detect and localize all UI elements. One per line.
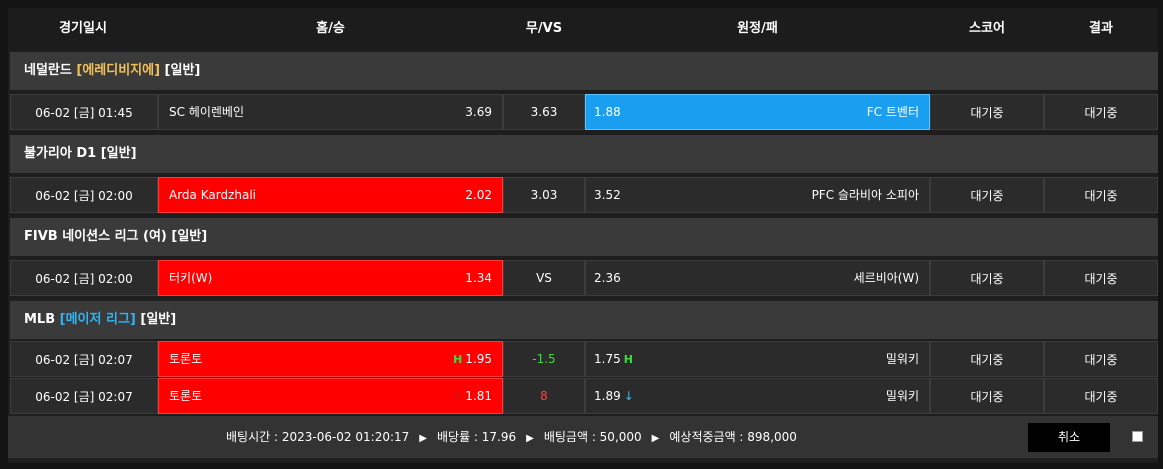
handicap-icon: H [623, 353, 633, 366]
home-pick-selected[interactable]: Arda Kardzhali 2.02 [158, 177, 503, 213]
league-name: 불가리아 D1 [일반] [24, 146, 137, 161]
result-status: 대기중 [1044, 94, 1158, 130]
match-row: 06-02 [금] 02:00 터키(W) 1.34 VS 2.36 세르비아(… [8, 260, 1158, 296]
bet-amount: 배팅금액 : 50,000 [543, 430, 642, 444]
play-arrow-icon: ▶ [651, 433, 660, 444]
match-row: 06-02 [금] 02:00 Arda Kardzhali 2.02 3.03… [8, 177, 1158, 213]
draw-pick[interactable]: 3.63 [503, 94, 585, 130]
home-pick-selected[interactable]: 토론토 ↑ 1.81 [158, 378, 503, 414]
result-status: 대기중 [1044, 177, 1158, 213]
away-team: 밀워키 [885, 389, 919, 403]
match-date: 06-02 [금] 02:00 [10, 260, 158, 296]
home-pick-selected[interactable]: 터키(W) 1.34 [158, 260, 503, 296]
away-pick-selected[interactable]: 1.88 FC 트벤터 [585, 94, 930, 130]
result-status: 대기중 [1044, 378, 1158, 414]
home-odds: 1.81 [465, 389, 492, 403]
arrow-up-icon: ↑ [453, 390, 463, 403]
score-status: 대기중 [930, 94, 1044, 130]
match-row: 06-02 [금] 02:07 토론토 H 1.95 -1.5 1.75 H 밀워키… [8, 341, 1158, 377]
score-status: 대기중 [930, 341, 1044, 377]
expected-payout: 예상적중금액 : 898,000 [669, 430, 797, 444]
draw-pick[interactable]: 3.03 [503, 177, 585, 213]
bet-summary-bar: 배팅시간 : 2023-06-02 01:20:17 ▶ 배당률 : 17.96 ▶ 배… [8, 416, 1158, 458]
cancel-button[interactable]: 취소 [1028, 423, 1110, 452]
league-type: [일반] [160, 63, 201, 78]
league-name: 네덜란드 [24, 63, 77, 78]
league-tag: [메이저 리그] [59, 312, 136, 327]
home-pick-selected[interactable]: 토론토 H 1.95 [158, 341, 503, 377]
header-date: 경기일시 [59, 21, 107, 36]
draw-pick[interactable]: VS [503, 260, 585, 296]
draw-odds: VS [536, 271, 552, 285]
handicap-icon: H [453, 353, 463, 366]
match-row: 06-02 [금] 01:45 SC 헤이렌베인 3.69 3.63 1.88 … [8, 94, 1158, 130]
score-status: 대기중 [930, 378, 1044, 414]
league-header-eredivisie: 네덜란드 [에레디비지에] [일반] [10, 52, 1158, 90]
result-status: 대기중 [1044, 260, 1158, 296]
play-arrow-icon: ▶ [419, 433, 427, 444]
bet-summary: 배팅시간 : 2023-06-02 01:20:17 ▶ 배당률 : 17.96 ▶ 배… [226, 416, 797, 460]
draw-odds: 3.63 [530, 105, 558, 119]
play-arrow-icon: ▶ [526, 433, 534, 444]
header-draw: 무/VS [525, 21, 563, 36]
match-date: 06-02 [금] 02:00 [10, 177, 158, 213]
league-tag: [에레디비지에] [76, 63, 161, 78]
league-name: MLB [24, 312, 60, 327]
bet-slip-panel: 경기일시 홈/승 무/VS 원정/패 스코어 결과 네덜란드 [에레디비지에] … [8, 8, 1158, 463]
away-odds: 1.75 [594, 352, 621, 366]
home-team: 토론토 [169, 389, 203, 403]
home-team: 터키(W) [169, 271, 213, 285]
away-odds: 3.52 [594, 188, 621, 202]
header-away: 원정/패 [737, 21, 778, 36]
match-date: 06-02 [금] 02:07 [10, 378, 158, 414]
over-under-pick[interactable]: 8 [503, 378, 585, 414]
home-odds: 1.34 [465, 271, 492, 285]
header-score: 스코어 [969, 21, 1005, 36]
away-team: 밀워키 [885, 352, 919, 366]
table-header: 경기일시 홈/승 무/VS 원정/패 스코어 결과 [8, 8, 1158, 50]
home-odds: 2.02 [465, 188, 492, 202]
home-odds: 3.69 [465, 105, 492, 119]
home-odds: 1.95 [465, 352, 492, 366]
away-team: PFC 슬라비아 소피아 [811, 188, 919, 202]
draw-odds: 3.03 [530, 188, 558, 202]
match-row: 06-02 [금] 02:07 토론토 ↑ 1.81 8 1.89 ↓ 밀워키 대기… [8, 378, 1158, 414]
home-odds-wrap: H 1.95 [453, 342, 492, 377]
over-under-value: 8 [540, 389, 548, 403]
away-odds-wrap: 1.89 ↓ [594, 379, 634, 413]
home-team: SC 헤이렌베인 [169, 105, 245, 119]
away-team: 세르비아(W) [853, 271, 919, 285]
bet-odds: 배당률 : 17.96 [436, 430, 517, 444]
league-name: FIVB 네이션스 리그 (여) [일반] [24, 229, 208, 244]
result-status: 대기중 [1044, 341, 1158, 377]
handicap-value: -1.5 [532, 352, 556, 366]
home-odds-wrap: ↑ 1.81 [453, 379, 492, 414]
away-pick[interactable]: 1.89 ↓ 밀워키 [585, 378, 930, 414]
arrow-down-icon: ↓ [623, 389, 634, 403]
header-home: 홈/승 [316, 21, 345, 36]
league-header-fivb: FIVB 네이션스 리그 (여) [일반] [10, 218, 1158, 256]
away-odds: 1.89 [594, 389, 621, 403]
away-pick[interactable]: 1.75 H 밀워키 [585, 341, 930, 377]
away-team: FC 트벤터 [866, 105, 919, 119]
select-checkbox[interactable] [1132, 431, 1143, 442]
league-type: [일반] [135, 312, 177, 327]
league-header-mlb: MLB [메이저 리그] [일반] [10, 301, 1158, 339]
bet-time: 배팅시간 : 2023-06-02 01:20:17 [226, 430, 410, 444]
home-team: 토론토 [169, 352, 203, 366]
away-odds-wrap: 1.75 H [594, 342, 633, 377]
home-pick[interactable]: SC 헤이렌베인 3.69 [158, 94, 503, 130]
away-odds: 2.36 [594, 271, 621, 285]
league-header-bulgaria: 불가리아 D1 [일반] [10, 135, 1158, 173]
away-pick[interactable]: 2.36 세르비아(W) [585, 260, 930, 296]
away-pick[interactable]: 3.52 PFC 슬라비아 소피아 [585, 177, 930, 213]
away-odds: 1.88 [594, 105, 621, 119]
score-status: 대기중 [930, 260, 1044, 296]
header-result: 결과 [1089, 21, 1113, 36]
match-date: 06-02 [금] 02:07 [10, 341, 158, 377]
match-date: 06-02 [금] 01:45 [10, 94, 158, 130]
handicap-pick[interactable]: -1.5 [503, 341, 585, 377]
score-status: 대기중 [930, 177, 1044, 213]
home-team: Arda Kardzhali [169, 188, 256, 202]
